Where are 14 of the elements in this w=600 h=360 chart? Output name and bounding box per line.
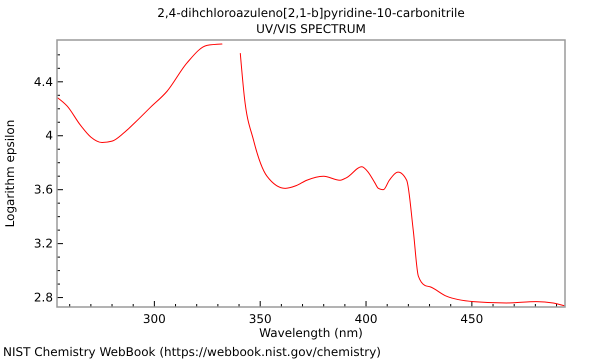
- y-tick-label: 3.6: [34, 182, 53, 197]
- x-axis-title: Wavelength (nm): [259, 326, 363, 340]
- chart-subtitle: UV/VIS SPECTRUM: [256, 22, 366, 36]
- y-tick-label: 3.2: [34, 236, 53, 251]
- chart-title: 2,4-dihchloroazuleno[2,1-b]pyridine-10-carbonitrile: [157, 6, 465, 20]
- y-tick-label: 4: [45, 128, 53, 143]
- text: NIST Chemistry WebBook (https://webbook.nist.gov/chemistry): [3, 345, 381, 359]
- x-tick-label: 300: [142, 312, 166, 326]
- x-tick-label: 350: [248, 312, 272, 326]
- x-tick-label: 450: [460, 312, 484, 326]
- y-tick-label: 2.8: [34, 290, 53, 305]
- y-tick-label: 4.4: [34, 74, 53, 89]
- y-axis-title: Logarithm epsilon: [3, 120, 17, 228]
- x-tick-label: 400: [354, 312, 378, 326]
